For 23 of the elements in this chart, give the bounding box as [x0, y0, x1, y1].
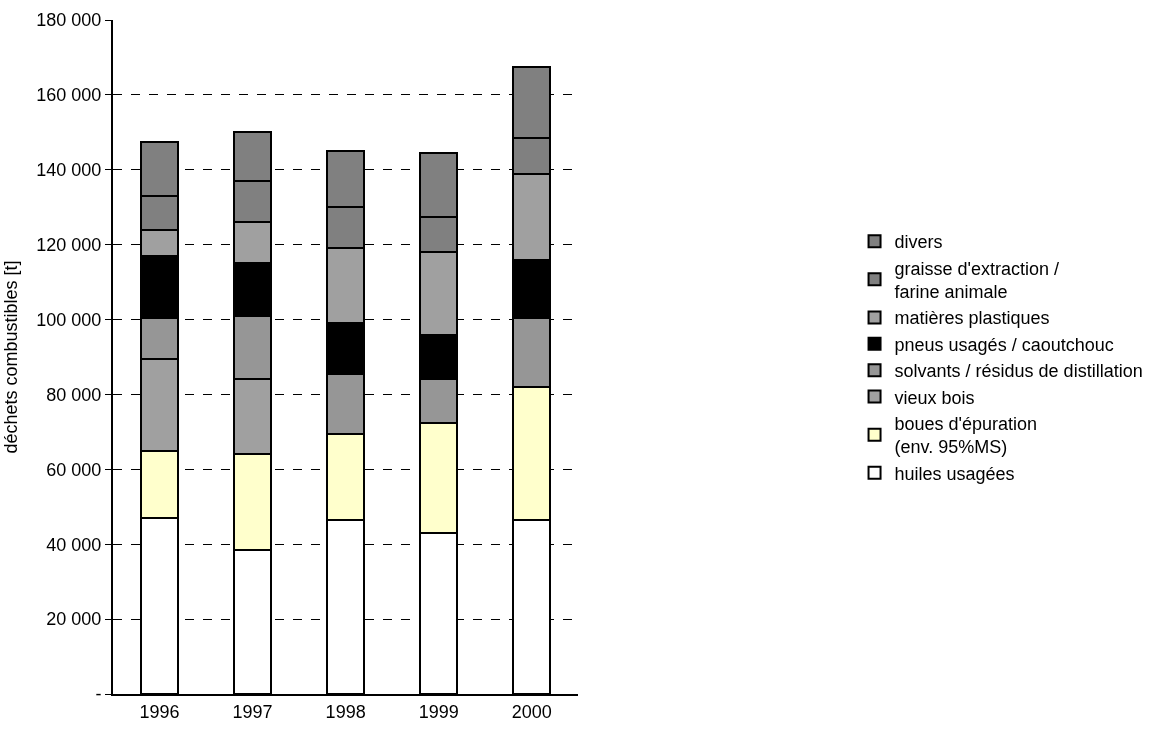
x-tick-label: 1998 [325, 701, 366, 722]
legend-label: solvants / résidus de distillation [894, 361, 1143, 382]
y-tick-label: 180 000 [36, 10, 102, 31]
y-tick-label: 100 000 [36, 309, 102, 330]
x-tick-label: 1997 [232, 701, 273, 722]
y-tick-label: 20 000 [46, 609, 102, 630]
legend-label: matières plastiques [894, 308, 1050, 329]
y-tick-label: 140 000 [36, 160, 102, 181]
y-tick-label: 120 000 [36, 234, 102, 255]
y-tick-label: 40 000 [46, 534, 102, 555]
x-tick-label: 1996 [139, 701, 180, 722]
y-tick-label: 160 000 [36, 85, 102, 106]
legend-label: vieux bois [894, 387, 975, 408]
legend-label: pneus usagés / caoutchouc [894, 334, 1114, 355]
y-tick-label: 60 000 [46, 459, 102, 480]
y-axis-title: déchets combustibles [t] [1, 260, 22, 454]
y-tick-label: 80 000 [46, 384, 102, 405]
y-tick-label: - [95, 684, 102, 705]
legend-label: divers [894, 232, 943, 253]
x-tick-label: 2000 [511, 701, 552, 722]
x-tick-label: 1999 [418, 701, 459, 722]
legend-label: boues d'épuration (env. 95%MS) [894, 414, 1038, 458]
legend-label: huiles usagées [894, 463, 1015, 484]
